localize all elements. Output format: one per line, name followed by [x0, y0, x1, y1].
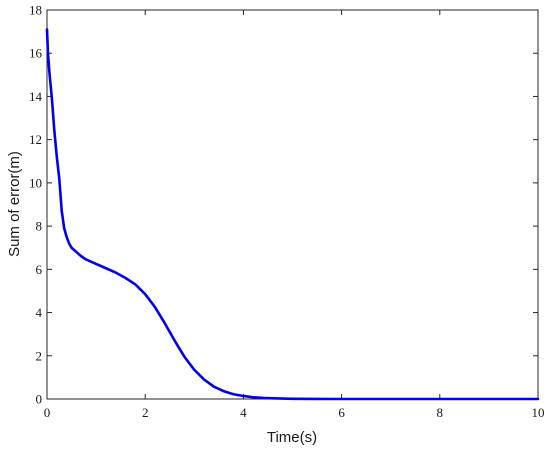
x-tick-label-2: 4: [240, 405, 247, 420]
plot-area: [46, 9, 539, 400]
series-line-0: [45, 28, 540, 401]
x-tick-label-4: 8: [437, 405, 444, 420]
series-group: [45, 28, 540, 401]
y-tick-label-1: 2: [36, 348, 43, 363]
x-tick-label-0: 0: [44, 405, 51, 420]
y-tick-label-5: 10: [29, 175, 42, 190]
x-axis-tick-labels: 0 2 4 6 8 10: [44, 405, 545, 420]
x-tick-label-1: 2: [142, 405, 149, 420]
y-tick-label-8: 16: [29, 46, 43, 61]
y-tick-label-4: 8: [36, 219, 43, 234]
y-tick-label-7: 14: [29, 89, 43, 104]
y-tick-label-0: 0: [36, 392, 43, 407]
x-tick-label-5: 10: [532, 405, 545, 420]
y-axis-tick-labels: 0 2 4 6 8 10 12 14 16 18: [29, 3, 43, 407]
x-axis-title: Time(s): [267, 429, 317, 446]
y-tick-label-6: 12: [29, 132, 42, 147]
y-tick-label-2: 4: [36, 305, 43, 320]
x-tick-label-3: 6: [338, 405, 345, 420]
y-tick-label-9: 18: [29, 3, 42, 18]
y-tick-label-3: 6: [36, 262, 43, 277]
y-axis-title: Sum of error(m): [6, 151, 23, 257]
